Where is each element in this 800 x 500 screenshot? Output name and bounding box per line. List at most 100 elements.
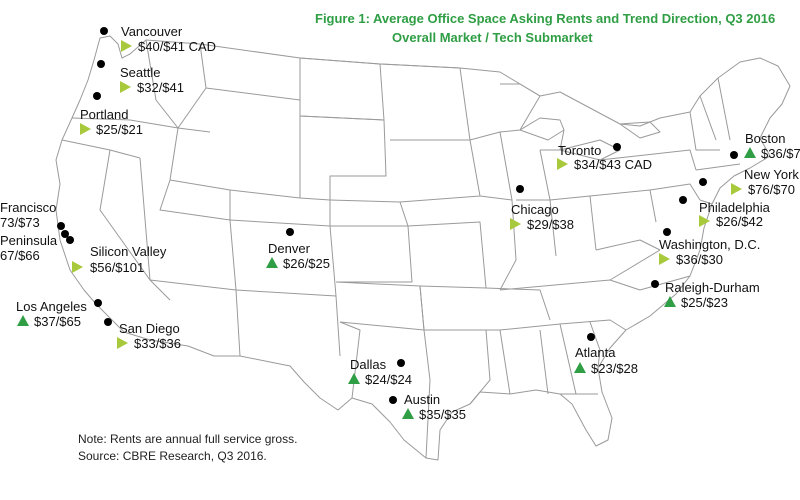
market-dot (730, 151, 738, 159)
flat-trend-icon (659, 253, 670, 265)
flat-trend-icon (557, 158, 568, 170)
up-trend-icon (574, 362, 586, 373)
market-dot (286, 228, 294, 236)
market-dot (93, 92, 101, 100)
market-rent: $25/$21 (96, 122, 143, 137)
state-line (299, 115, 387, 200)
market-name: Washington, D.C. (659, 237, 761, 252)
state-line (469, 131, 513, 201)
market-rent: $56/$101 (90, 260, 145, 275)
state-line (229, 100, 301, 199)
market-rent: $36/$7 (761, 146, 800, 161)
state-line (589, 189, 657, 223)
state-line (486, 329, 511, 395)
market-name: Boston (745, 131, 786, 146)
state-line (499, 83, 541, 133)
market-dot (389, 396, 397, 404)
state-line (99, 149, 151, 281)
market-name: Vancouver (121, 24, 183, 39)
flat-trend-icon (120, 81, 131, 93)
market-name: Silicon Valley (90, 244, 167, 259)
market-dot (587, 333, 595, 341)
market-rent: $25/$23 (681, 295, 728, 310)
market-dot (516, 185, 524, 193)
source-text: Source: CBRE Research, Q3 2016. (78, 449, 267, 463)
lake-outline (519, 117, 565, 141)
state-line (699, 199, 713, 205)
state-line (335, 281, 425, 331)
state-line (329, 199, 409, 227)
market-dot (61, 230, 69, 238)
flat-trend-icon (72, 261, 83, 273)
market-rent: 67/$66 (0, 248, 40, 263)
us-outline (55, 35, 791, 461)
flat-trend-icon (699, 215, 710, 227)
state-line (639, 275, 691, 291)
market-dot (104, 318, 112, 326)
market-dot (397, 359, 405, 367)
state-line (419, 285, 431, 459)
up-trend-icon (664, 296, 676, 307)
market-name: Philadelphia (699, 200, 770, 215)
market-rent: $26/$25 (283, 256, 330, 271)
state-line (379, 63, 471, 141)
market-rent: $36/$30 (676, 252, 723, 267)
market-rent: $40/$41 CAD (138, 39, 217, 54)
market-rent: $29/$38 (527, 217, 574, 232)
state-line (424, 329, 491, 405)
up-trend-icon (348, 373, 360, 384)
state-line (299, 57, 385, 121)
up-trend-icon (266, 257, 278, 268)
market-name: Toronto (558, 143, 602, 158)
state-line (649, 183, 701, 201)
market-dot (57, 222, 65, 230)
state-line (689, 111, 720, 151)
market-rent: $37/$65 (34, 314, 81, 329)
state-line (499, 279, 641, 291)
state-line (695, 163, 741, 171)
market-rent: $26/$42 (716, 214, 763, 229)
state-line (139, 157, 171, 301)
flat-trend-icon (121, 40, 132, 52)
lake-outline (619, 121, 661, 139)
market-rent: $23/$28 (591, 361, 638, 376)
state-line (539, 149, 551, 201)
market-name: Portland (80, 107, 129, 122)
market-rent: $32/$41 (137, 80, 184, 95)
figure-title: Figure 1: Average Office Space Asking Re… (315, 11, 776, 26)
market-name: Los Angeles (16, 299, 87, 314)
market-dot (66, 236, 74, 244)
market-dot (94, 299, 102, 307)
market-rent: 73/$73 (0, 215, 40, 230)
up-trend-icon (744, 147, 756, 158)
note-text: Note: Rents are annual full service gros… (78, 432, 298, 446)
market-rent: $76/$70 (748, 182, 795, 197)
state-line (390, 139, 481, 203)
market-name: Seattle (120, 65, 161, 80)
market-name: Francisco (0, 200, 57, 215)
market-name: San Diego (119, 321, 180, 336)
market-dot (679, 196, 687, 204)
market-dot (699, 178, 707, 186)
state-line (61, 139, 141, 159)
up-trend-icon (402, 408, 414, 419)
state-line (499, 319, 627, 331)
market-dot (97, 60, 105, 68)
state-line (71, 117, 211, 133)
flat-trend-icon (80, 123, 91, 135)
state-line (235, 289, 241, 357)
state-line (235, 289, 341, 357)
market-name: Atlanta (575, 345, 616, 360)
flat-trend-icon (510, 218, 521, 230)
market-dot (663, 228, 671, 236)
lake-outline (559, 139, 621, 161)
state-line (599, 149, 697, 171)
state-line (485, 287, 551, 321)
state-line (595, 239, 661, 251)
state-line (330, 225, 413, 283)
market-name: Dallas (350, 357, 387, 372)
state-line (159, 179, 231, 221)
state-line (717, 77, 731, 141)
